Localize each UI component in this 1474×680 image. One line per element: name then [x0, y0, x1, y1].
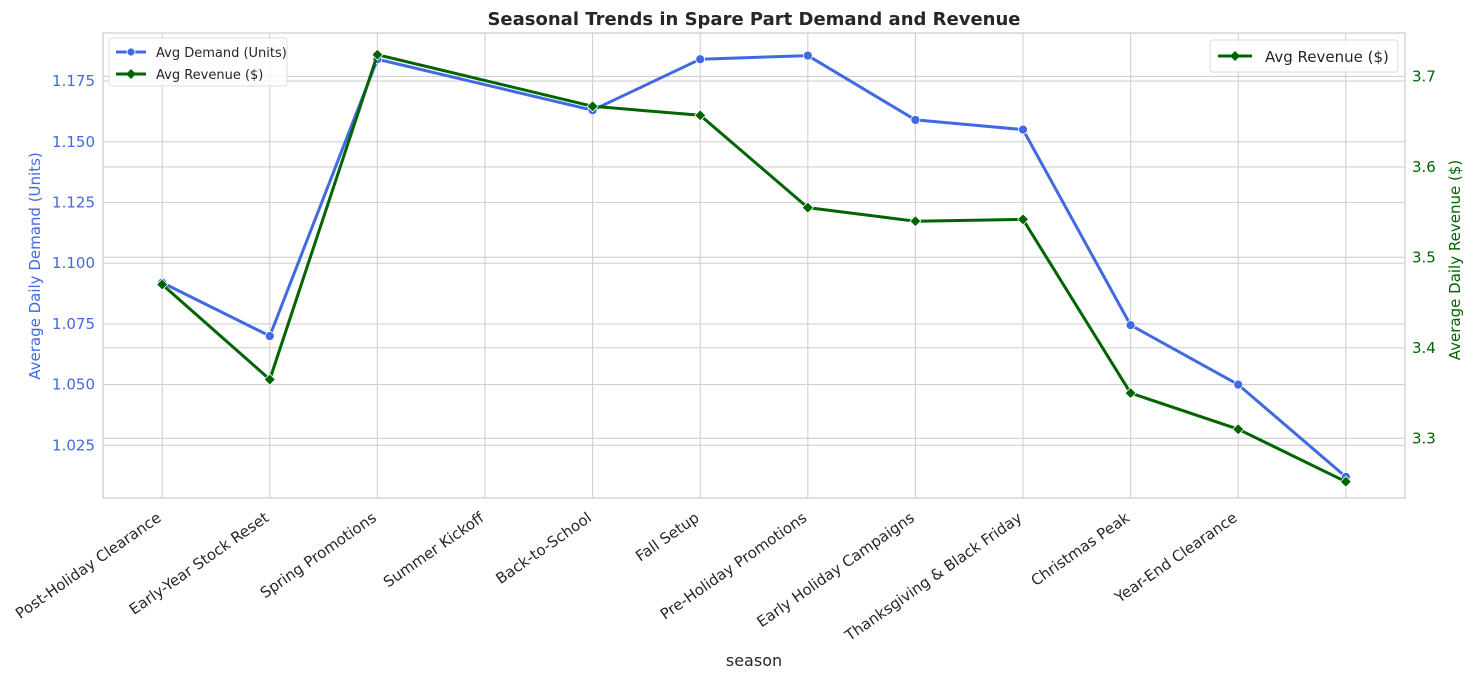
x-tick-label: Back-to-School [492, 509, 594, 588]
series-revenue [157, 49, 1352, 487]
x-tick-label: Fall Setup [632, 509, 702, 566]
x-tick-label: Christmas Peak [1028, 508, 1134, 589]
legend-top-right: Avg Revenue ($) [1210, 40, 1398, 72]
y-axis-right-label: Average Daily Revenue ($) [1446, 160, 1464, 360]
y-right-tick-label: 3.4 [1412, 339, 1436, 357]
data-point [265, 332, 274, 341]
legend-right-revenue-label: Avg Revenue ($) [1265, 48, 1389, 66]
data-point [911, 115, 920, 124]
y-left-tick-label: 1.050 [52, 376, 95, 394]
legend-revenue-label: Avg Revenue ($) [156, 68, 263, 83]
data-point [910, 216, 921, 227]
y-left-tick-label: 1.150 [52, 133, 95, 151]
legend-top-left: Avg Demand (Units) Avg Revenue ($) [109, 38, 287, 86]
y-axis-left-label: Average Daily Demand (Units) [26, 152, 44, 380]
series-demand [158, 51, 1351, 481]
y-left-tick-label: 1.075 [52, 315, 95, 333]
ticks: 1.025 1.050 1.075 1.100 1.125 1.150 1.175 3.3 3.… [12, 67, 1436, 645]
y-left-tick-label: 1.025 [52, 436, 95, 454]
x-axis-label: season [726, 651, 782, 670]
data-point [696, 55, 705, 64]
y-right-tick-label: 3.5 [1412, 248, 1436, 266]
data-point [1233, 424, 1244, 435]
x-tick-label: Thanksgiving & Black Friday [841, 508, 1026, 645]
legend-demand-label: Avg Demand (Units) [156, 46, 287, 61]
legend-demand-marker [127, 48, 135, 56]
y-left-tick-label: 1.125 [52, 193, 95, 211]
y-left-tick-label: 1.175 [52, 72, 95, 90]
y-left-tick-label: 1.100 [52, 254, 95, 272]
y-right-tick-label: 3.7 [1412, 67, 1436, 85]
series-line [162, 56, 1346, 477]
data-point [1234, 380, 1243, 389]
y-right-tick-label: 3.3 [1412, 429, 1436, 447]
series-line [162, 55, 1346, 482]
data-point [1126, 321, 1135, 330]
x-tick-label: Spring Promotions [257, 508, 380, 602]
series-layer [157, 49, 1352, 487]
x-tick-label: Summer Kickoff [380, 508, 488, 591]
data-point [803, 51, 812, 60]
data-point [1019, 125, 1028, 134]
chart-title: Seasonal Trends in Spare Part Demand and… [487, 9, 1020, 30]
y-right-tick-label: 3.6 [1412, 158, 1436, 176]
